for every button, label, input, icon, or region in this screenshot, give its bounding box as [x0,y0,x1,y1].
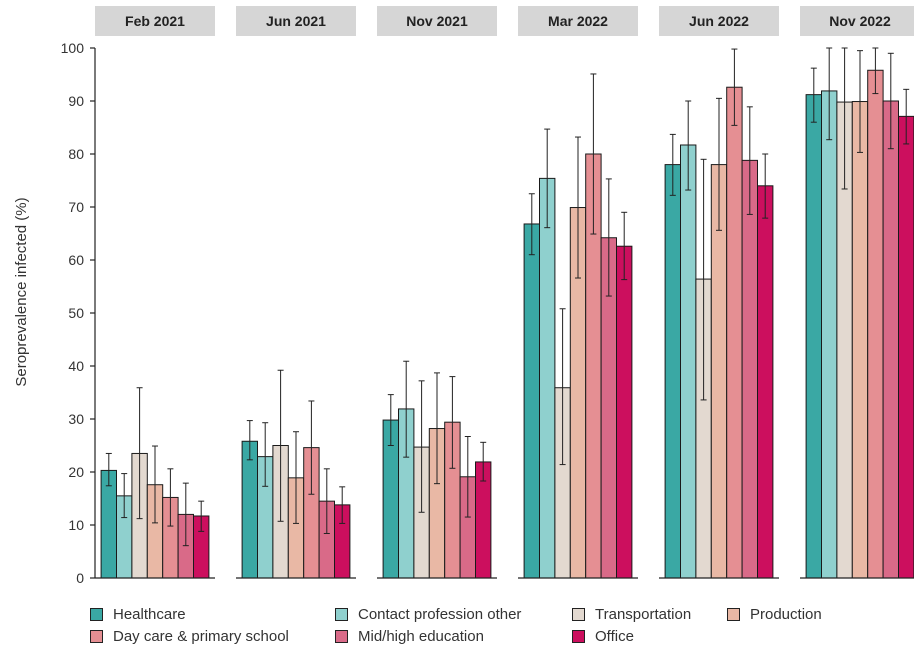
legend-label: Day care & primary school [113,628,289,645]
facet-mar-2022: Mar 2022 [518,6,638,579]
legend-swatch [90,630,103,643]
bar [821,90,838,579]
facet-strip [377,6,497,36]
legend-swatch [572,630,585,643]
bar [741,159,758,579]
bar [757,185,774,579]
legend-item: Transportation [572,606,691,623]
legend-swatch [727,608,740,621]
y-tick-label: 30 [68,411,84,427]
legend-label: Transportation [595,606,692,623]
bar [616,245,633,579]
legend-label: Contact profession other [358,606,522,623]
bar [539,177,556,579]
bar [523,223,540,579]
bar [851,101,869,579]
legend-item: Contact profession other [335,606,521,623]
facet-strip [659,6,779,36]
facet-title: Nov 2021 [406,13,468,29]
bar [664,164,681,579]
facet-title: Nov 2022 [829,13,891,29]
legend-item: Mid/high education [335,628,484,645]
facet-title: Jun 2021 [266,13,326,29]
facets: Feb 2021 Jun 2021 Nov 2021 Mar 2022 Jun 2022… [95,6,914,579]
bar [680,144,697,579]
y-tick-label: 10 [68,517,84,533]
legend-swatch [90,608,103,621]
facet-title: Feb 2021 [125,13,185,29]
legend-label: Production [750,606,822,623]
facet-feb-2021: Feb 2021 [95,6,215,579]
bar [867,69,884,579]
facet-strip [518,6,638,36]
facet-strip [95,6,215,36]
facet-title: Mar 2022 [548,13,608,29]
legend-swatch [572,608,585,621]
bar [100,469,117,579]
legend-label: Office [595,628,634,645]
facet-nov-2022: Nov 2022 [800,6,914,579]
bar [898,115,914,579]
facet-strip [236,6,356,36]
facet-title: Jun 2022 [689,13,749,29]
y-tick-label: 70 [68,199,84,215]
bar [241,440,259,579]
y-tick-label: 40 [68,358,84,374]
y-tick-label: 20 [68,464,84,480]
y-tick-label: 60 [68,252,84,268]
y-tick-label: 90 [68,93,84,109]
legend-swatch [335,608,348,621]
legend-item: Day care & primary school [90,628,289,645]
legend-item: Office [572,628,634,645]
y-tick-label: 80 [68,146,84,162]
facet-strip [800,6,914,36]
legend-item: Production [727,606,822,623]
legend-label: Healthcare [113,606,186,623]
y-axis: 0 10 20 30 40 50 60 70 80 90 100 [61,40,96,586]
legend-swatch [335,630,348,643]
y-axis-label: Seroprevalence infected (%) [13,197,30,386]
legend-item: Healthcare [90,606,186,623]
legend-label: Mid/high education [358,628,484,645]
facet-jun-2022: Jun 2022 [659,6,779,579]
y-tick-label: 0 [76,570,84,586]
y-tick-label: 50 [68,305,84,321]
facet-nov-2021: Nov 2021 [377,6,497,579]
y-tick-label: 100 [61,40,85,56]
bar [882,100,899,579]
bar [726,86,743,579]
facet-jun-2021: Jun 2021 [236,6,356,579]
bar [805,94,822,579]
